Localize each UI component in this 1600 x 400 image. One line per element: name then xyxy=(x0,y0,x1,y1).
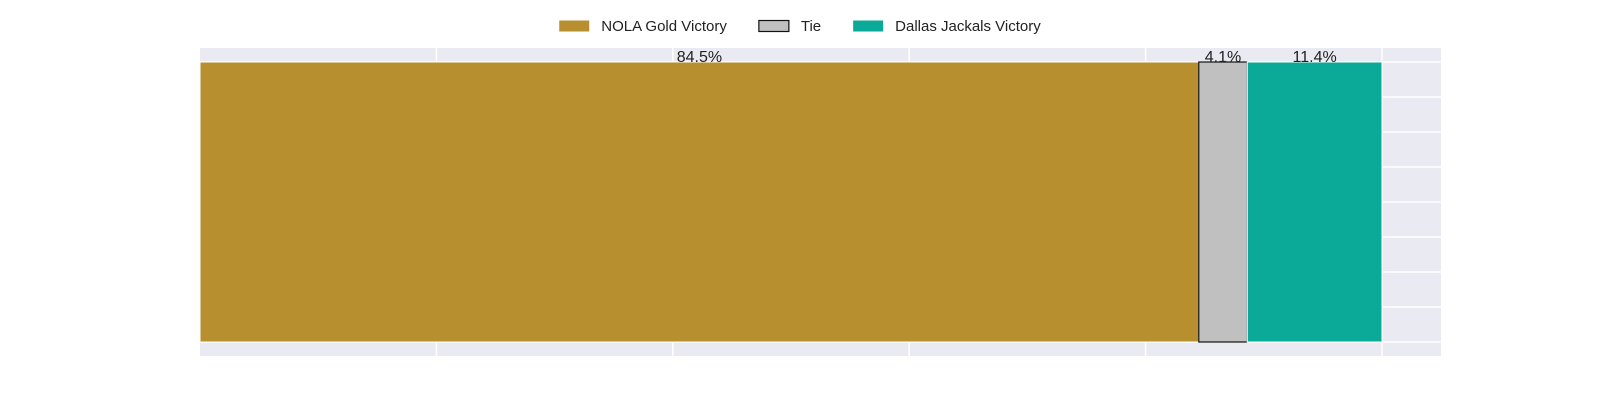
legend-label-0: NOLA Gold Victory xyxy=(601,18,727,35)
legend-label-2: Dallas Jackals Victory xyxy=(895,18,1041,35)
legend-label-1: Tie xyxy=(801,18,821,35)
legend-swatch-1 xyxy=(758,19,790,33)
data-labels: 84.5% 4.1% 11.4% xyxy=(677,49,1337,66)
bars xyxy=(199,61,1383,343)
data-label-2: 11.4% xyxy=(1293,49,1337,66)
legend-swatch-2 xyxy=(853,20,884,32)
data-label-0: 84.5% xyxy=(677,49,722,66)
data-label-1: 4.1% xyxy=(1205,49,1241,66)
bar-segment-2 xyxy=(1246,61,1383,343)
legend-swatch-0 xyxy=(559,20,590,32)
legend: NOLA Gold Victory Tie Dallas Jackals Victo… xyxy=(559,18,1041,35)
bar-segment-0 xyxy=(199,61,1200,343)
plot-area: 84.5% 4.1% 11.4% xyxy=(199,48,1441,356)
bar-segment-1 xyxy=(1198,61,1248,343)
